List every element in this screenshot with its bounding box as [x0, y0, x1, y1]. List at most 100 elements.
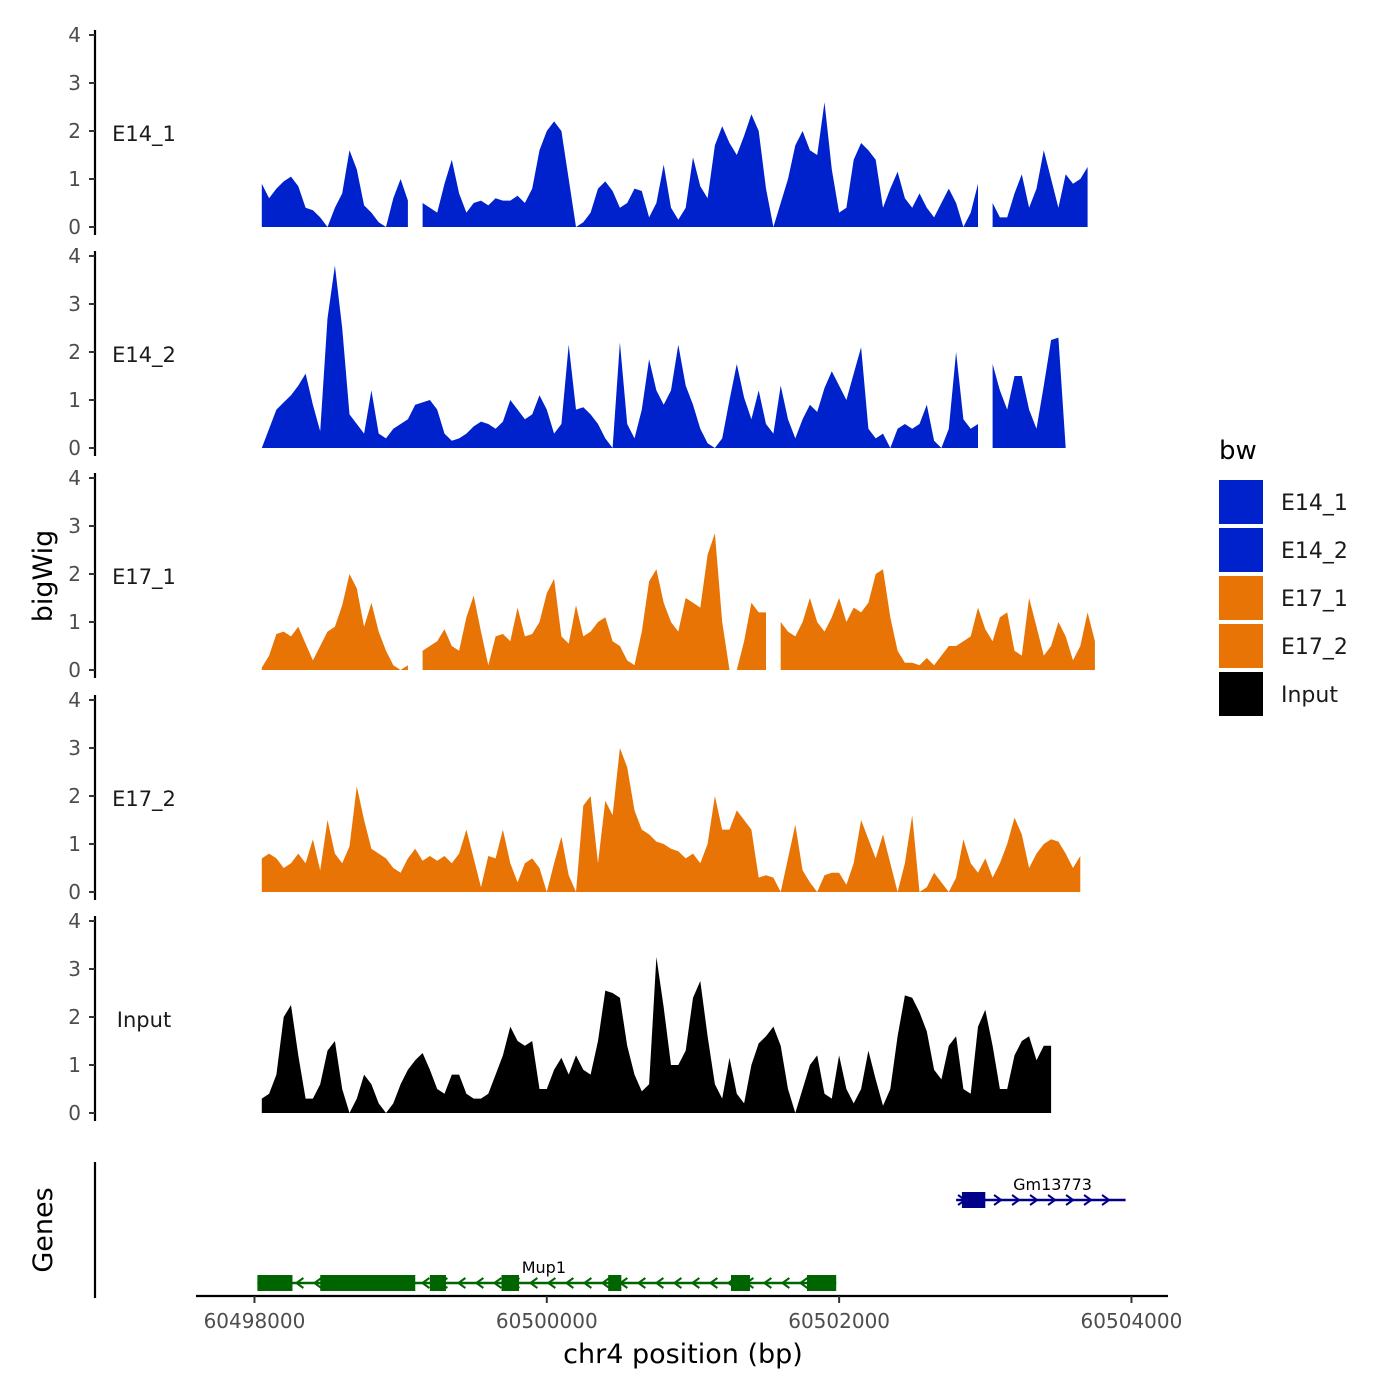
strand-arrow [636, 1277, 646, 1289]
signal-tracks: 0 1 2 3 4 E14_1 0 1 2 3 4 E14_2 0 1 2 3 4 E17_1 0 1 2 3 4 E17_2… [68, 23, 1095, 1125]
track-input: 0 1 2 3 4 Input [68, 909, 1052, 1125]
y-tick-label: 0 [68, 658, 81, 682]
strand-arrow [993, 1194, 1003, 1206]
legend-label: E14_1 [1281, 491, 1348, 516]
gene-label: Mup1 [522, 1258, 566, 1277]
track-label: E17_1 [112, 565, 176, 590]
strand-arrow [1101, 1194, 1111, 1206]
series-area-e14_1 [261, 150, 408, 227]
strand-arrow [312, 1277, 322, 1289]
strand-arrow [474, 1277, 484, 1289]
strand-arrow [762, 1277, 772, 1289]
legend-key-e14_2 [1219, 528, 1263, 572]
gene-gm13773: Gm13773 [956, 1175, 1126, 1208]
series-area-e17_2 [261, 748, 1081, 892]
strand-arrow [420, 1277, 430, 1289]
strand-arrow [600, 1277, 610, 1289]
x-tick-label: 60500000 [496, 1309, 598, 1333]
strand-arrow [798, 1277, 808, 1289]
series-area-input [261, 957, 1052, 1113]
strand-arrow [654, 1277, 664, 1289]
legend-key-e17_1 [1219, 576, 1263, 620]
legend: bw E14_1 E14_2 E17_1 E17_2 Input [1219, 436, 1348, 716]
track-e17_1: 0 1 2 3 4 E17_1 [68, 466, 1095, 682]
strand-arrow [1047, 1194, 1057, 1206]
gene-exon [257, 1275, 293, 1291]
strand-arrow [1029, 1194, 1039, 1206]
strand-arrow [546, 1277, 556, 1289]
track-e14_2: 0 1 2 3 4 E14_2 [68, 244, 1066, 460]
strand-arrow [690, 1277, 700, 1289]
strand-arrow [1083, 1194, 1093, 1206]
y-tick-label: 3 [68, 957, 81, 981]
y-tick-label: 4 [68, 688, 81, 712]
gene-exon [429, 1275, 446, 1291]
series-area-e17_1 [261, 574, 408, 670]
y-tick-label: 2 [68, 119, 81, 143]
strand-arrow [1011, 1194, 1021, 1206]
x-axis: 60498000 60500000 60502000 60504000 [196, 1294, 1183, 1333]
y-tick-label: 2 [68, 340, 81, 364]
gene-exon [608, 1275, 622, 1291]
gene-exon [806, 1275, 837, 1291]
y-tick-label: 4 [68, 23, 81, 47]
y-tick-label: 2 [68, 562, 81, 586]
legend-key-e17_2 [1219, 624, 1263, 668]
y-tick-label: 2 [68, 1005, 81, 1029]
strand-arrow [564, 1277, 574, 1289]
track-label: E14_2 [112, 343, 176, 368]
strand-arrow [294, 1277, 304, 1289]
strand-arrow [456, 1277, 466, 1289]
y-tick-label: 3 [68, 736, 81, 760]
y-tick-label: 0 [68, 215, 81, 239]
y-tick-label: 2 [68, 784, 81, 808]
series-area-e14_1 [992, 150, 1088, 227]
y-tick-label: 1 [68, 167, 81, 191]
y-tick-label: 1 [68, 610, 81, 634]
y-tick-label: 0 [68, 1101, 81, 1125]
legend-key-input [1219, 672, 1263, 716]
legend-label: E17_1 [1281, 587, 1348, 612]
gene-exon [320, 1275, 416, 1291]
gene-mup1: Mup1 [257, 1258, 837, 1291]
track-e17_2: 0 1 2 3 4 E17_2 [68, 688, 1081, 904]
gene-exon [961, 1192, 986, 1208]
y-tick-label: 0 [68, 436, 81, 460]
y-tick-label: 4 [68, 244, 81, 268]
y-tick-label: 3 [68, 292, 81, 316]
y-tick-label: 1 [68, 1053, 81, 1077]
y-axis-title: bigWig [28, 530, 59, 623]
series-area-e17_1 [780, 569, 1095, 670]
track-label: E17_2 [112, 787, 176, 812]
legend-label: Input [1281, 683, 1338, 708]
track-label: E14_1 [112, 122, 176, 147]
track-label: Input [117, 1008, 171, 1032]
legend-label: E14_2 [1281, 539, 1348, 564]
strand-arrow [582, 1277, 592, 1289]
x-tick-label: 60502000 [788, 1309, 890, 1333]
strand-arrow [708, 1277, 718, 1289]
gene-exon [501, 1275, 520, 1291]
strand-arrow [1065, 1194, 1075, 1206]
series-area-e14_2 [992, 337, 1066, 448]
y-tick-label: 1 [68, 832, 81, 856]
x-tick-label: 60498000 [204, 1309, 306, 1333]
legend-key-e14_1 [1219, 480, 1263, 524]
strand-arrow [528, 1277, 538, 1289]
genes-axis-title: Genes [28, 1187, 59, 1272]
y-tick-label: 1 [68, 388, 81, 412]
strand-arrow [672, 1277, 682, 1289]
series-area-e14_2 [261, 265, 978, 448]
strand-arrow [492, 1277, 502, 1289]
x-tick-label: 60504000 [1081, 1309, 1183, 1333]
series-area-e14_1 [422, 102, 979, 227]
y-tick-label: 3 [68, 514, 81, 538]
legend-label: E17_2 [1281, 635, 1348, 660]
y-tick-label: 0 [68, 880, 81, 904]
y-tick-label: 4 [68, 466, 81, 490]
gene-exon [730, 1275, 750, 1291]
y-tick-label: 4 [68, 909, 81, 933]
series-area-e17_1 [422, 533, 766, 670]
genes-panel: Mup1 Gm13773 [93, 1162, 1126, 1298]
